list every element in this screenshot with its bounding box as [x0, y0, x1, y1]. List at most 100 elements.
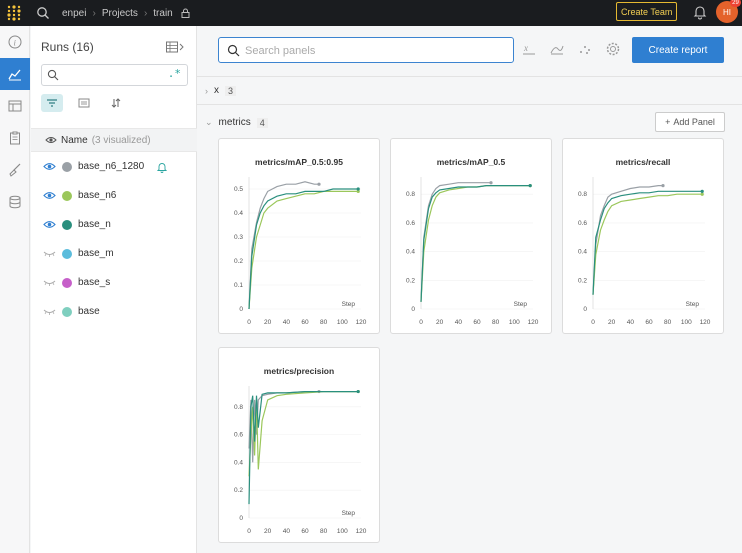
eye-icon[interactable]: [43, 220, 56, 229]
name-column-header[interactable]: Name (3 visualized): [31, 128, 197, 152]
rail-artifacts[interactable]: [0, 186, 30, 218]
search-icon: [47, 69, 59, 81]
series-end-point: [317, 182, 321, 186]
x-tick-label: 40: [455, 319, 463, 326]
x-tick-label: 100: [337, 319, 348, 326]
section-x-header[interactable]: › x 3: [205, 85, 237, 96]
x-tick-label: 20: [608, 319, 616, 326]
visualized-count: (3 visualized): [91, 134, 151, 146]
x-tick-label: 100: [337, 528, 348, 535]
chart-plot: 0 0.2 0.4 0.6 0.8 0 20 40 60 80 100 120 Step: [578, 177, 711, 326]
sort-button[interactable]: [105, 94, 127, 112]
run-row[interactable]: base: [31, 297, 197, 326]
group-button[interactable]: [73, 94, 95, 112]
y-tick-label: 0: [583, 306, 587, 313]
breadcrumb-projects[interactable]: Projects: [101, 7, 138, 19]
run-name[interactable]: base_s: [78, 277, 111, 288]
gear-icon[interactable]: [605, 41, 621, 57]
x-axis-icon[interactable]: x: [521, 41, 537, 57]
y-tick-label: 0.8: [406, 191, 415, 198]
run-color-swatch[interactable]: [62, 190, 72, 201]
x-tick-label: 120: [356, 528, 367, 535]
x-tick-label: 0: [591, 319, 595, 326]
eye-closed-icon[interactable]: [43, 278, 56, 287]
filter-icon: [47, 99, 57, 107]
run-name[interactable]: base_n6: [78, 190, 117, 201]
breadcrumb-project[interactable]: train: [153, 7, 173, 19]
x-tick-label: 80: [320, 528, 328, 535]
broom-icon: [9, 163, 21, 177]
chart-panel-map-0-5-0-95[interactable]: metrics/mAP_0.5:0.95 0 0.1 0.2 0.3 0.4 0.5 0 20…: [218, 138, 380, 334]
chart-panel-precision[interactable]: metrics/precision 0 0.2 0.4 0.6 0.8 0 20 40 60 80…: [218, 347, 380, 543]
search-panels-input[interactable]: [245, 42, 505, 59]
run-name[interactable]: base_m: [78, 248, 114, 259]
group-icon: [78, 98, 90, 108]
run-name[interactable]: base: [78, 306, 100, 317]
y-tick-label: 0.4: [234, 210, 243, 217]
run-color-swatch[interactable]: [62, 248, 72, 259]
run-row[interactable]: base_n: [31, 210, 197, 239]
eye-closed-icon[interactable]: [43, 249, 56, 258]
filter-button[interactable]: [41, 94, 63, 112]
main-workspace: x Create report › x 3 ⌄ metrics 4 + Add …: [197, 26, 742, 553]
regex-toggle[interactable]: .*: [167, 67, 181, 80]
chart-plot: 0 0.2 0.4 0.6 0.8 0 20 40 60 80 100 120 Step: [234, 386, 367, 535]
y-tick-label: 0.2: [578, 277, 587, 284]
wandb-logo-icon[interactable]: [0, 0, 28, 26]
section-metrics-header[interactable]: ⌄ metrics 4: [205, 117, 268, 128]
rail-sweeps[interactable]: [0, 154, 30, 186]
panel-search[interactable]: [218, 37, 514, 63]
eye-icon[interactable]: [43, 162, 56, 171]
run-color-swatch[interactable]: [62, 306, 72, 317]
create-team-button[interactable]: Create Team: [616, 2, 678, 21]
eye-closed-icon[interactable]: [43, 307, 56, 316]
notification-badge: 29: [730, 0, 741, 7]
bell-icon[interactable]: [156, 161, 168, 173]
runs-toolbar: [41, 94, 127, 112]
svg-text:x: x: [523, 43, 528, 53]
breadcrumb: enpei › Projects › train: [62, 8, 190, 19]
run-color-swatch[interactable]: [62, 277, 72, 288]
smoothing-icon[interactable]: [549, 41, 565, 57]
eye-icon[interactable]: [45, 136, 57, 144]
y-tick-label: 0: [239, 306, 243, 313]
rail-overview[interactable]: i: [0, 26, 30, 58]
rail-table[interactable]: [0, 90, 30, 122]
run-color-swatch[interactable]: [62, 161, 72, 172]
expand-table-icon[interactable]: [166, 41, 184, 53]
breadcrumb-entity[interactable]: enpei: [62, 7, 87, 19]
runs-search-input[interactable]: .*: [41, 64, 188, 86]
run-row[interactable]: base_m: [31, 239, 197, 268]
y-tick-label: 0.8: [234, 404, 243, 411]
section-name: metrics: [218, 117, 251, 128]
series-end-point: [661, 184, 665, 188]
series-line: [592, 193, 703, 295]
x-axis-label: Step: [686, 301, 700, 308]
chart-panel-recall[interactable]: metrics/recall 0 0.2 0.4 0.6 0.8 0 20 40 60 80 100…: [562, 138, 724, 334]
chart-panel-map-0-5[interactable]: metrics/mAP_0.5 0 0.2 0.4 0.6 0.8 0 20 40 60 80 10…: [390, 138, 552, 334]
database-icon: [9, 195, 21, 209]
y-tick-label: 0.6: [578, 220, 587, 227]
run-row[interactable]: base_n6: [31, 181, 197, 210]
run-name[interactable]: base_n6_1280: [78, 161, 145, 172]
add-panel-button[interactable]: + Add Panel: [655, 112, 725, 132]
x-axis-label: Step: [342, 510, 356, 517]
y-tick-label: 0: [411, 306, 415, 313]
run-color-swatch[interactable]: [62, 219, 72, 230]
rail-reports[interactable]: [0, 122, 30, 154]
create-report-button[interactable]: Create report: [632, 37, 724, 63]
x-tick-label: 60: [301, 319, 309, 326]
run-row[interactable]: base_n6_1280: [31, 152, 197, 181]
lock-icon: [181, 8, 190, 18]
x-tick-label: 60: [645, 319, 653, 326]
x-tick-label: 0: [247, 319, 251, 326]
eye-icon[interactable]: [43, 191, 56, 200]
rail-charts[interactable]: [0, 58, 30, 90]
x-tick-label: 60: [301, 528, 309, 535]
run-row[interactable]: base_s: [31, 268, 197, 297]
run-name[interactable]: base_n: [78, 219, 111, 230]
search-icon[interactable]: [36, 6, 50, 20]
x-tick-label: 40: [283, 319, 291, 326]
outliers-icon[interactable]: [577, 41, 593, 57]
bell-icon[interactable]: [692, 4, 708, 20]
